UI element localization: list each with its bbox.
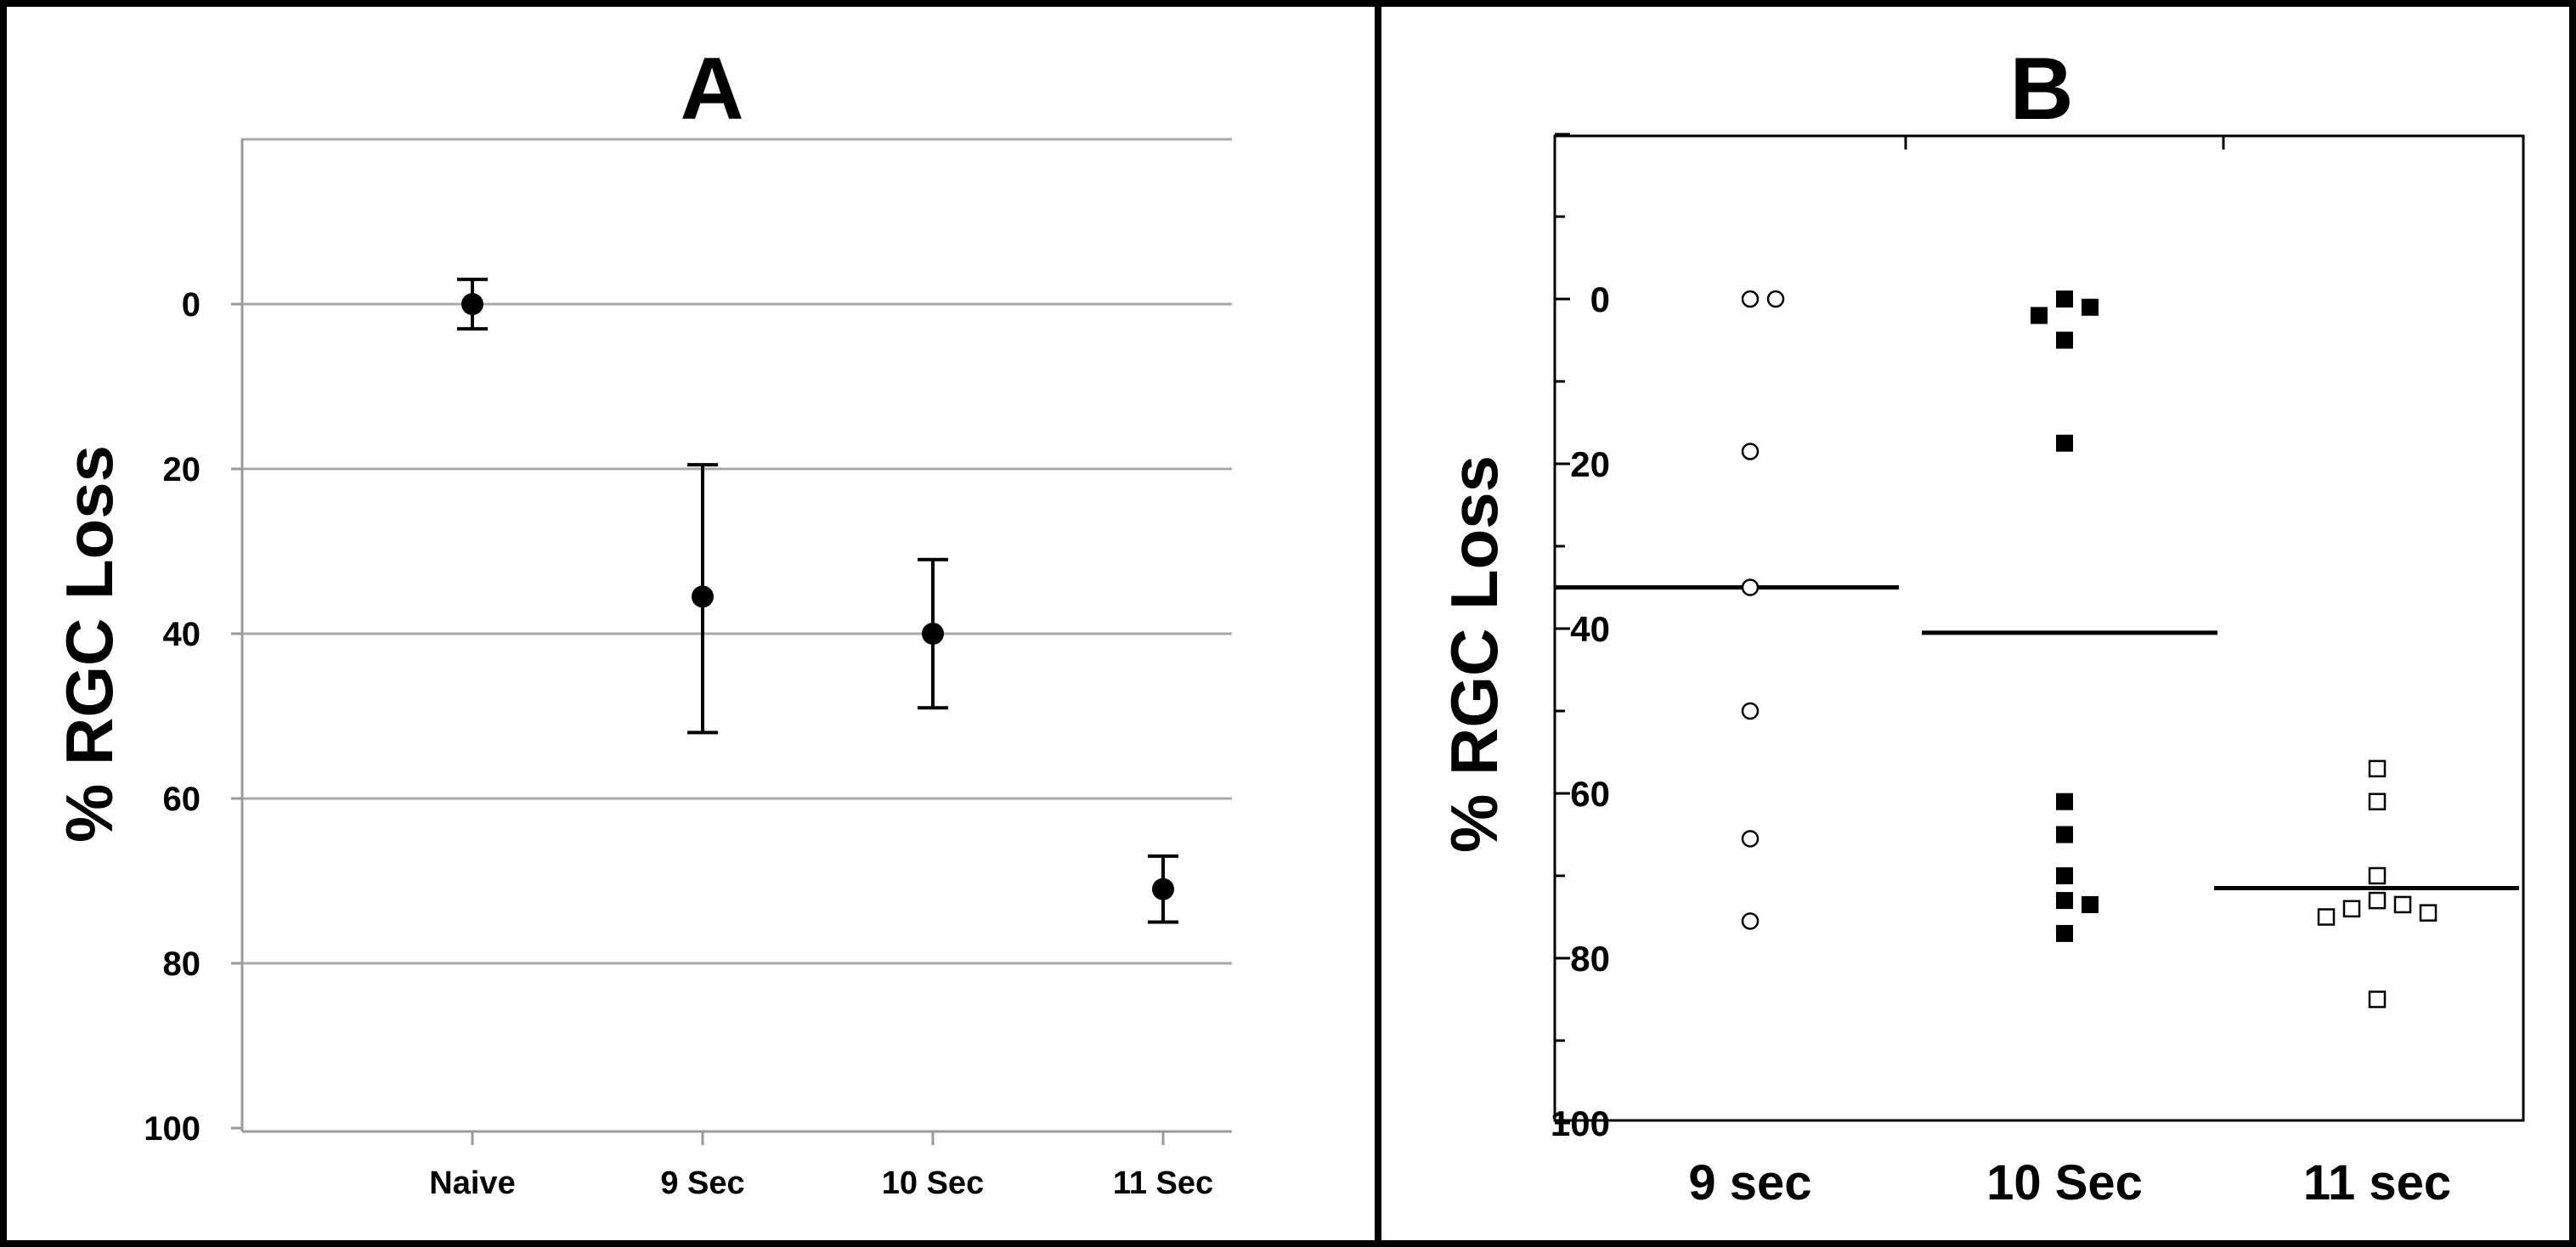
panel-b-point-filled-square: [2031, 307, 2048, 324]
panel-a-gridlines: [242, 138, 1232, 965]
panel-b-point-filled-square: [2056, 434, 2073, 452]
panel-b-x-tick-label: 9 sec: [1688, 1155, 1811, 1210]
panel-b-y-tick-label: 40: [1570, 609, 1610, 649]
panel-b-y-tick-label: 100: [1551, 1103, 1610, 1143]
panel-b-point-open-square: [2393, 895, 2412, 914]
panel-a: A 0 20 40 60 80 100 Naive 9 Sec 10 Sec 11 Sec % …: [52, 40, 1232, 1201]
panel-b-point-open-square: [2368, 891, 2387, 910]
panel-a-y-tick-label: 60: [163, 781, 201, 818]
panel-b-point-filled-square: [2056, 892, 2073, 910]
panel-a-x-tick-label: Naive: [429, 1165, 515, 1201]
panel-b-point-filled-square: [2056, 924, 2073, 942]
panel-a-data-point: [692, 585, 714, 608]
panel-b-y-label: % RGC Loss: [1437, 455, 1511, 853]
panel-b-y-tick-label: 0: [1590, 279, 1610, 319]
panel-b-point-filled-square: [2056, 867, 2073, 884]
panel-b-point-open-circle: [1741, 912, 1760, 930]
panel-b-point-open-square: [2368, 759, 2387, 778]
panel-a-data-point: [461, 293, 483, 315]
panel-b-y-tick-label: 80: [1570, 939, 1610, 979]
panel-b-mean-lines: [1555, 585, 2519, 891]
panel-b-point-open-circle: [1741, 830, 1760, 848]
panel-a-data-point: [922, 623, 944, 645]
panel-b-point-open-square: [2419, 904, 2438, 922]
panel-b-y-tick-label: 60: [1570, 774, 1610, 814]
panel-b-point-open-square: [2368, 793, 2387, 810]
panel-a-title: A: [680, 40, 743, 138]
panel-b-y-ticks: 0 20 40 60 80 100: [1551, 133, 1610, 1143]
panel-a-x-tick-label: 10 Sec: [882, 1165, 984, 1201]
panel-b-x-tick-label: 11 sec: [2303, 1155, 2451, 1210]
panel-a-y-tick-label: 40: [163, 616, 201, 653]
panel-b-points: [1741, 290, 2438, 1008]
panel-b-point-filled-square: [2082, 298, 2099, 316]
panel-a-y-tick-label: 0: [182, 286, 201, 324]
panel-a-y-ticks: 0 20 40 60 80 100: [144, 286, 242, 1148]
panel-b-x-tick-label: 10 Sec: [1986, 1155, 2143, 1210]
panel-b-point-open-square: [2317, 908, 2336, 926]
panel-a-y-tick-label: 100: [144, 1110, 201, 1148]
panel-b-point-open-circle: [1741, 578, 1760, 596]
panel-b-point-open-circle: [1741, 702, 1760, 720]
panel-b-point-open-square: [2368, 866, 2387, 885]
panel-a-x-tick-label: 11 Sec: [1113, 1165, 1213, 1201]
panel-a-data-point: [1152, 877, 1174, 900]
panel-b-point-filled-square: [2056, 331, 2073, 349]
panel-b-x-ticks: 9 sec 10 Sec 11 sec: [1688, 136, 2451, 1210]
panel-b-title: B: [2009, 40, 2073, 138]
panel-b-point-filled-square: [2056, 826, 2073, 844]
panel-a-x-ticks: Naive 9 Sec 10 Sec 11 Sec: [429, 1131, 1213, 1201]
panel-b-point-open-square: [2342, 900, 2361, 918]
panel-b-point-filled-square: [2056, 793, 2073, 810]
panel-b-point-open-square: [2368, 990, 2387, 1008]
panel-a-y-tick-label: 20: [163, 451, 201, 488]
panel-b-y-tick-label: 20: [1570, 444, 1610, 484]
panel-a-x-tick-label: 9 Sec: [660, 1165, 744, 1201]
panel-b-point-open-circle: [1766, 290, 1785, 308]
panel-b: B 0 20 40 60 80 100 9 sec 10 Sec 11 sec % RGC L…: [1437, 40, 2525, 1210]
panel-b-point-filled-square: [2082, 895, 2099, 913]
panel-b-point-open-circle: [1741, 290, 1760, 308]
panel-b-point-open-circle: [1741, 443, 1760, 460]
panel-a-points: [457, 277, 1178, 924]
panel-a-y-tick-label: 80: [163, 945, 201, 983]
panel-b-point-filled-square: [2056, 291, 2073, 308]
panel-a-y-label: % RGC Loss: [52, 445, 127, 843]
